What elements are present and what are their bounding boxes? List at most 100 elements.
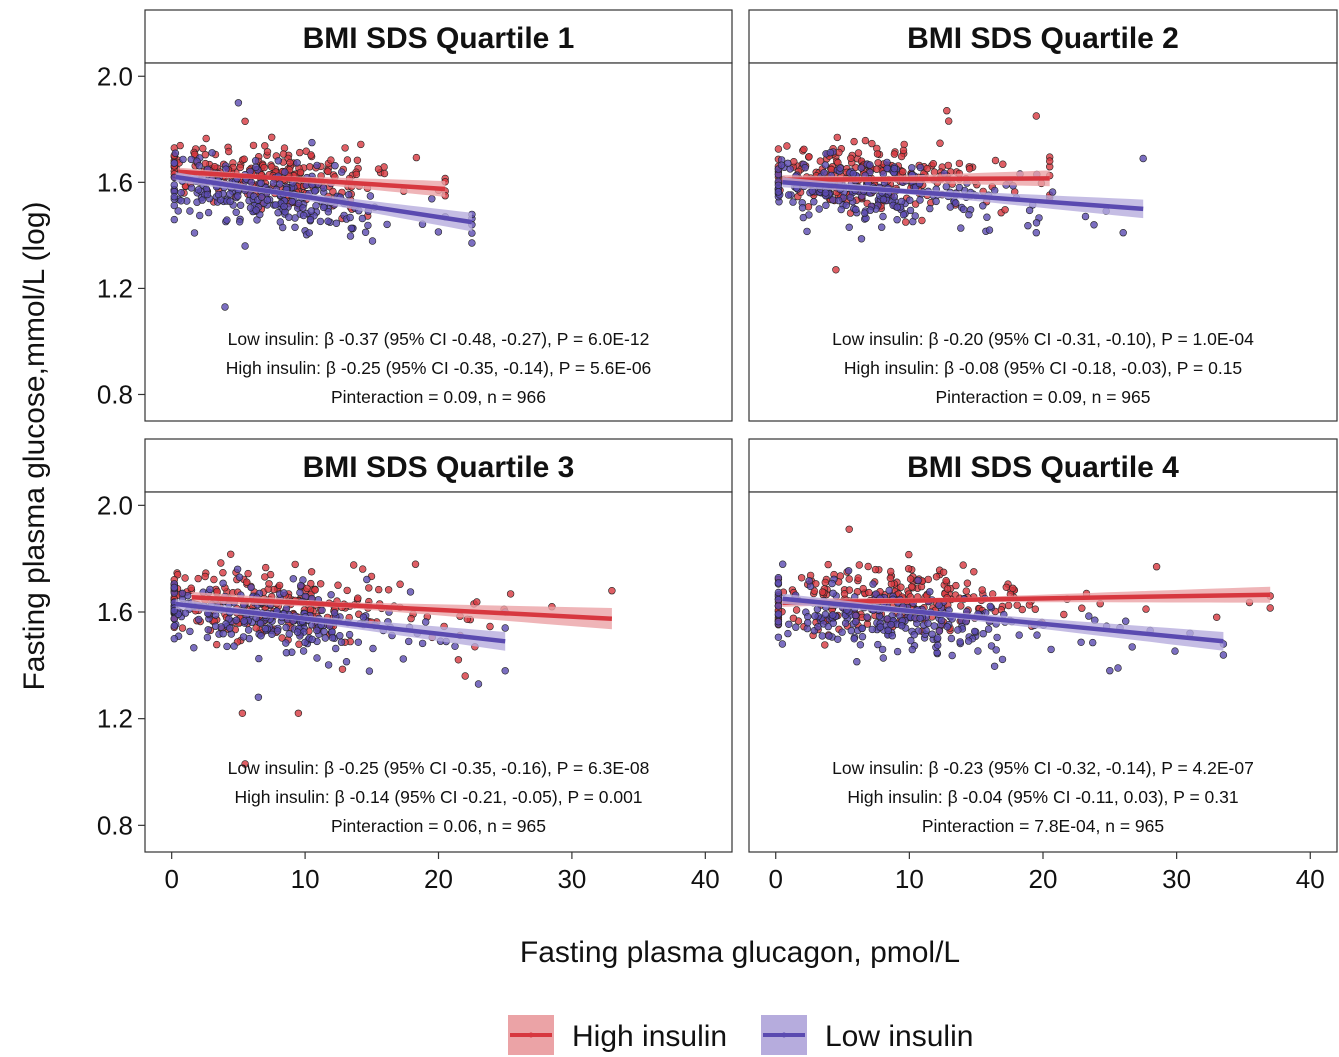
data-point (201, 151, 210, 159)
data-point (1121, 617, 1130, 625)
data-point (347, 224, 355, 233)
data-point (955, 159, 964, 168)
data-point (338, 665, 347, 673)
data-point (190, 644, 198, 652)
data-point (774, 579, 783, 587)
data-point (833, 133, 841, 142)
data-point (1081, 212, 1090, 221)
data-point (855, 561, 863, 569)
data-point (1025, 206, 1034, 215)
data-point (186, 627, 194, 636)
data-point (1088, 638, 1097, 647)
data-point (428, 195, 436, 203)
data-point (261, 142, 269, 150)
data-point (930, 622, 938, 630)
panel-annotation: High insulin: β -0.14 (95% CI -0.21, -0.… (234, 787, 642, 807)
data-point (285, 630, 293, 638)
data-point (784, 159, 792, 168)
data-point (252, 163, 260, 172)
data-point (854, 149, 863, 157)
data-point (1001, 206, 1009, 214)
data-point (840, 590, 849, 598)
data-point (845, 223, 853, 232)
data-point (1219, 651, 1228, 659)
data-point (859, 584, 867, 593)
data-point (280, 589, 288, 597)
data-point (845, 575, 853, 583)
y-tick-label: 2.0 (97, 490, 133, 520)
data-point (324, 661, 333, 669)
data-point (171, 149, 180, 157)
data-point (198, 196, 207, 204)
data-point (1047, 645, 1055, 654)
panel-annotation: Pinteraction = 7.8E-04, n = 965 (922, 816, 1164, 836)
data-point (841, 619, 850, 627)
data-point (837, 205, 845, 214)
data-point (311, 187, 319, 195)
data-point (384, 586, 393, 594)
data-point (358, 214, 367, 223)
data-point (210, 575, 218, 584)
data-point (811, 612, 819, 620)
data-point (320, 627, 328, 636)
data-point (1004, 601, 1013, 610)
data-point (893, 216, 901, 224)
data-point (785, 620, 793, 628)
data-point (288, 197, 296, 206)
data-point (328, 634, 337, 642)
data-point (232, 616, 241, 624)
data-point (282, 648, 291, 657)
data-point (244, 569, 252, 578)
data-point (177, 197, 185, 205)
data-point (907, 636, 915, 645)
data-point (936, 139, 944, 147)
data-point (263, 196, 272, 204)
data-point (506, 590, 515, 598)
data-point (247, 178, 256, 187)
panel-annotation: Low insulin: β -0.37 (95% CI -0.48, -0.2… (228, 329, 650, 349)
data-point (932, 573, 941, 581)
data-point (230, 642, 238, 650)
data-point (331, 162, 339, 170)
data-point (342, 657, 351, 666)
data-point (170, 193, 179, 201)
x-tick-label: 10 (291, 864, 320, 894)
data-point (1090, 221, 1098, 229)
data-point (297, 581, 305, 590)
data-point (234, 99, 243, 107)
data-point (852, 205, 860, 214)
data-point (832, 266, 840, 274)
data-point (778, 560, 787, 568)
data-point (1266, 604, 1274, 612)
data-point (871, 565, 880, 574)
data-point (985, 226, 994, 234)
x-tick-label: 40 (691, 864, 720, 894)
y-tick-label: 0.8 (97, 379, 133, 409)
data-point (254, 693, 263, 701)
data-point (399, 655, 407, 663)
data-point (847, 626, 855, 635)
x-tick-label: 0 (768, 864, 782, 894)
data-point (305, 229, 313, 237)
data-point (411, 560, 420, 568)
data-point (208, 149, 216, 157)
data-point (223, 216, 231, 224)
panel-annotation: High insulin: β -0.08 (95% CI -0.18, -0.… (844, 358, 1242, 378)
data-point (943, 623, 951, 631)
data-point (868, 625, 876, 634)
data-point (861, 136, 870, 145)
data-point (907, 583, 916, 591)
data-point (468, 239, 476, 247)
data-point (914, 576, 922, 585)
panel-plot-area (749, 492, 1337, 852)
data-point (789, 614, 798, 622)
data-point (312, 202, 320, 210)
data-point (241, 242, 249, 250)
data-point (306, 216, 315, 224)
data-point (978, 586, 986, 594)
panel-border (748, 62, 1338, 422)
data-point (1045, 157, 1054, 165)
data-point (893, 647, 902, 656)
data-point (939, 568, 948, 576)
data-point (803, 227, 811, 236)
